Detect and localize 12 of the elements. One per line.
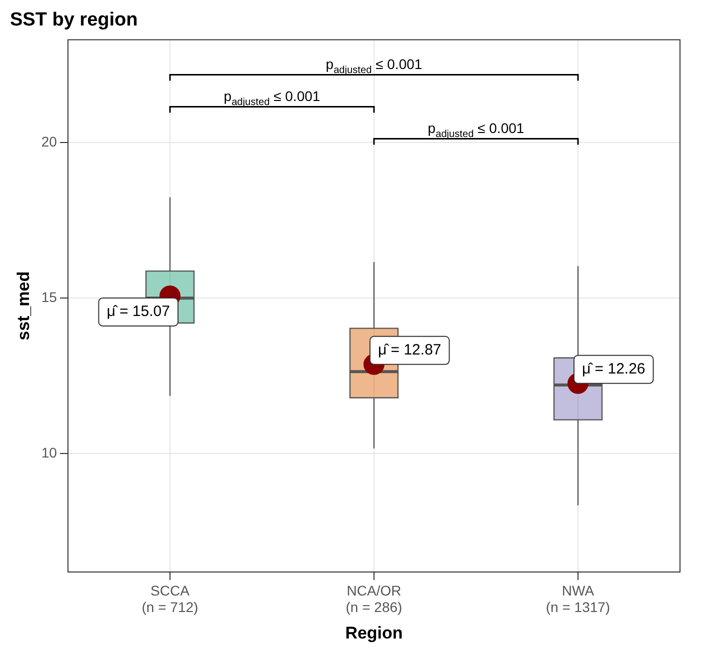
x-tick-label: NCA/OR (n = 286) xyxy=(346,582,402,616)
y-tick-label: 20 xyxy=(41,133,58,150)
y-axis-title: sst_med xyxy=(14,271,33,340)
y-tick-label: 10 xyxy=(41,444,58,461)
x-tick-label: NWA (n = 1317) xyxy=(546,582,610,616)
x-axis-title: Region xyxy=(345,623,403,642)
annotation: μ̂ = 12.26 xyxy=(582,360,646,378)
x-tick-label: SCCA (n = 712) xyxy=(142,582,198,616)
annotation: μ̂ = 15.07 xyxy=(106,303,170,320)
y-tick-label: 15 xyxy=(41,288,58,305)
annotation: μ̂ = 12.87 xyxy=(378,342,442,359)
chart-title: SST by region xyxy=(10,10,138,31)
